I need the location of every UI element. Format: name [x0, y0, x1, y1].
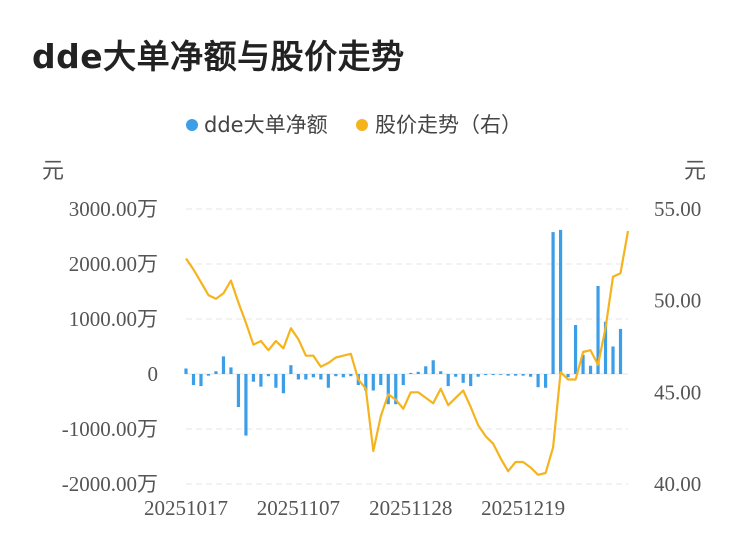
bar	[446, 374, 450, 387]
x-axis-ticks: 20251017 20251107 20251128 20251219	[144, 496, 565, 520]
bar	[266, 374, 271, 377]
bar-series	[184, 229, 623, 436]
bar	[259, 374, 263, 387]
bar	[334, 374, 338, 377]
left-axis-ticks: -2000.00万 -1000.00万 0 1000.00万 2000.00万 3000.…	[62, 197, 158, 496]
bar	[618, 328, 623, 374]
bar	[543, 374, 548, 388]
bar	[409, 372, 413, 374]
bar	[506, 374, 510, 376]
bar	[311, 374, 315, 378]
bar	[281, 374, 285, 394]
bar	[244, 374, 248, 436]
bar	[499, 374, 503, 375]
left-axis-unit: 元	[42, 159, 64, 184]
bar	[371, 374, 375, 391]
bar	[588, 365, 593, 374]
bar	[274, 374, 278, 388]
bar	[184, 368, 188, 374]
price-line	[185, 230, 630, 476]
x-tick-label: 20251017	[144, 496, 228, 520]
bar	[229, 367, 233, 374]
legend-label-line: 股价走势（右）	[375, 113, 522, 137]
bar	[191, 374, 196, 385]
bar	[573, 325, 578, 374]
bar	[416, 371, 420, 374]
bar	[394, 374, 398, 405]
bar	[206, 374, 211, 376]
bar	[221, 356, 226, 374]
bar	[401, 374, 405, 385]
bar	[349, 374, 353, 377]
bar	[603, 321, 608, 374]
bar	[296, 374, 300, 380]
bar	[251, 374, 256, 382]
left-tick-label: -1000.00万	[62, 417, 158, 441]
right-tick-label: 45.00	[654, 380, 701, 404]
bar	[521, 374, 525, 376]
right-tick-label: 50.00	[654, 289, 701, 313]
x-tick-label: 20251107	[257, 496, 340, 520]
bar	[454, 374, 458, 377]
bar	[319, 374, 323, 380]
bar	[566, 374, 570, 378]
line-series	[185, 230, 630, 476]
legend-marker-line	[356, 119, 368, 131]
bar	[469, 374, 473, 387]
bar	[558, 229, 563, 374]
bar	[326, 374, 330, 388]
bar	[289, 365, 293, 374]
right-axis-unit: 元	[684, 159, 706, 184]
bar	[379, 374, 383, 385]
bar	[341, 374, 345, 378]
right-axis-ticks: 40.00 45.00 50.00 55.00	[654, 197, 701, 496]
bar	[424, 366, 428, 374]
bar	[304, 374, 308, 380]
bar	[611, 346, 615, 374]
bar	[199, 374, 203, 387]
left-tick-label: 2000.00万	[69, 252, 158, 276]
bar	[581, 354, 585, 374]
left-tick-label: 3000.00万	[69, 197, 158, 221]
right-tick-label: 55.00	[654, 197, 701, 221]
bar	[596, 286, 600, 374]
legend-label-bar: dde大单净额	[204, 113, 328, 137]
legend-marker-bar	[186, 119, 198, 131]
bar	[484, 374, 488, 376]
x-tick-label: 20251219	[481, 496, 565, 520]
right-tick-label: 40.00	[654, 472, 701, 496]
bar	[476, 374, 480, 377]
bar	[236, 374, 241, 407]
bar	[461, 374, 465, 383]
bar	[551, 232, 555, 374]
bar	[431, 360, 435, 374]
x-tick-label: 20251128	[369, 496, 452, 520]
bar	[214, 371, 218, 374]
bar	[439, 371, 443, 374]
bar	[529, 374, 533, 377]
legend: dde大单净额 股价走势（右）	[186, 113, 522, 137]
bar	[536, 374, 540, 388]
chart-title: dde大单净额与股价走势	[32, 37, 405, 76]
left-tick-label: -2000.00万	[62, 472, 158, 496]
left-tick-label: 1000.00万	[69, 307, 158, 331]
bar	[491, 374, 495, 376]
bar	[514, 374, 518, 376]
bar	[364, 374, 368, 391]
bar	[386, 374, 390, 405]
left-tick-label: 0	[148, 362, 159, 386]
